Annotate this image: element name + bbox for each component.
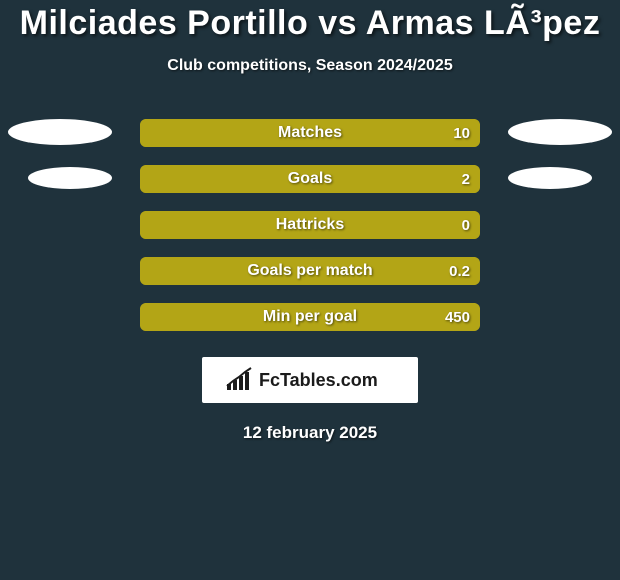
stat-bar-right-fill [140, 211, 480, 239]
fctables-logo-icon: FcTables.com [225, 366, 395, 394]
stat-row: Goals per match0.2 [0, 257, 620, 285]
stat-row: Min per goal450 [0, 303, 620, 331]
stat-bar: Hattricks0 [140, 211, 480, 239]
left-avatar-placeholder [28, 167, 112, 189]
page-title: Milciades Portillo vs Armas LÃ³pez [0, 4, 620, 43]
stat-row: Hattricks0 [0, 211, 620, 239]
stat-bar: Min per goal450 [140, 303, 480, 331]
comparison-card: Milciades Portillo vs Armas LÃ³pez Club … [0, 0, 620, 580]
brand-badge[interactable]: FcTables.com [202, 357, 418, 403]
stat-bar-right-fill [140, 257, 480, 285]
stat-row: Goals2 [0, 165, 620, 193]
stat-row: Matches10 [0, 119, 620, 147]
right-avatar-placeholder [508, 167, 592, 189]
stat-bar-right-fill [140, 119, 480, 147]
right-avatar-placeholder [508, 119, 612, 145]
stat-bar: Goals per match0.2 [140, 257, 480, 285]
stat-rows: Matches10 Goals2 Hattricks0 Goals per match… [0, 119, 620, 331]
subtitle: Club competitions, Season 2024/2025 [0, 57, 620, 75]
stat-bar-right-fill [140, 165, 480, 193]
date-text: 12 february 2025 [0, 423, 620, 443]
stat-bar: Matches10 [140, 119, 480, 147]
brand-text: FcTables.com [259, 370, 378, 390]
left-avatar-placeholder [8, 119, 112, 145]
stat-bar: Goals2 [140, 165, 480, 193]
stat-bar-right-fill [140, 303, 480, 331]
